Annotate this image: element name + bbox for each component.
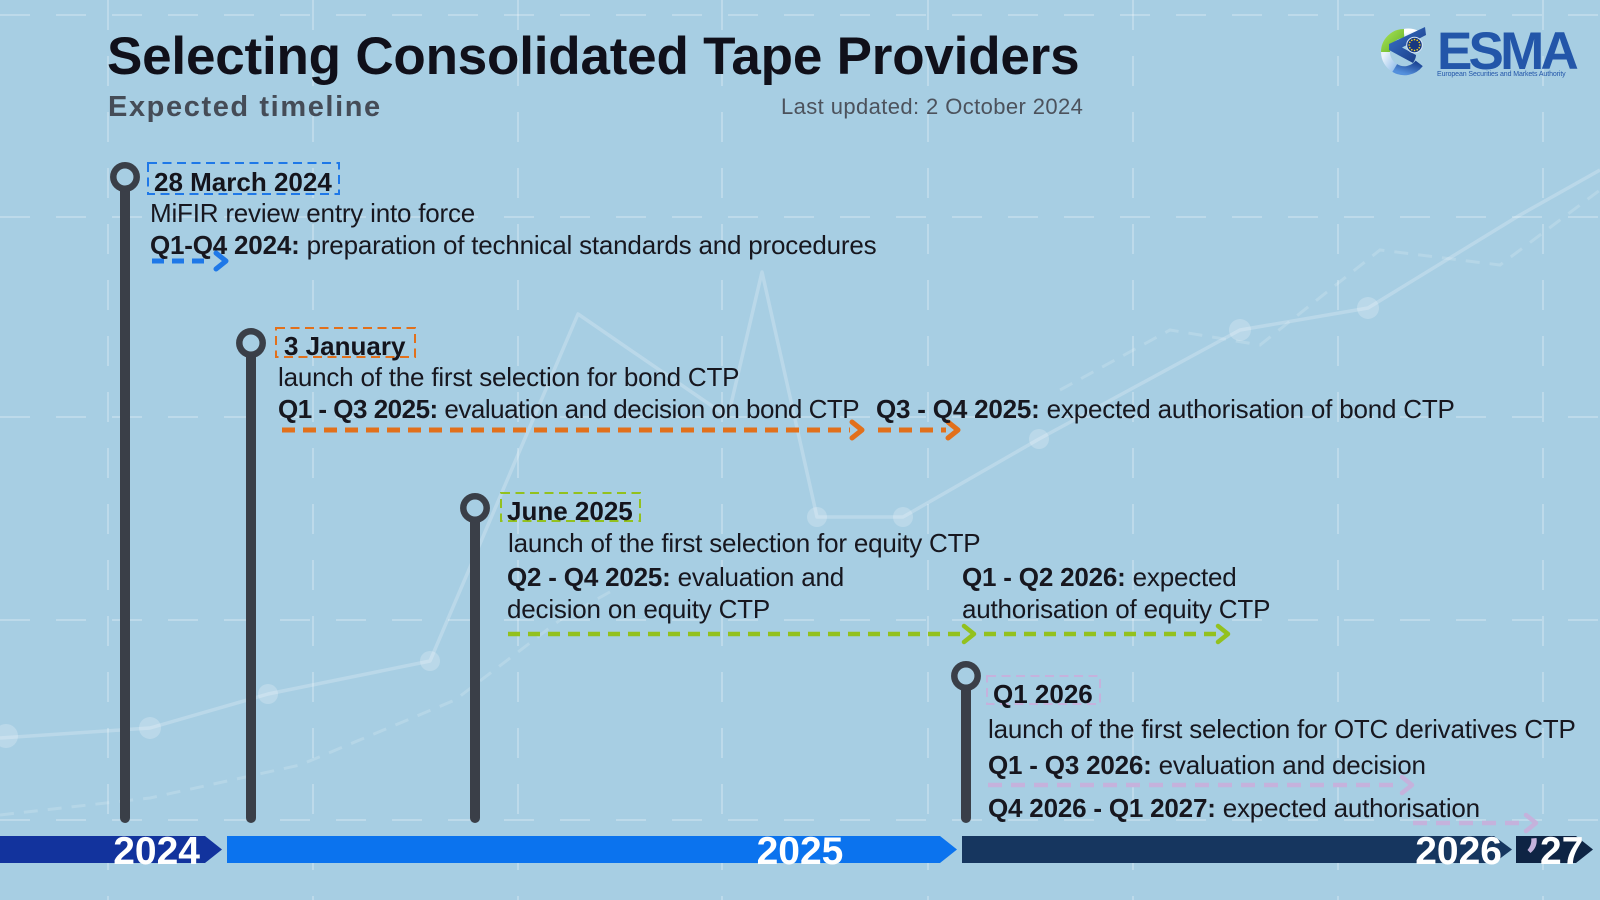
svg-text:European Securities and Market: European Securities and Markets Authorit… [1437, 71, 1566, 78]
svg-text:2026: 2026 [1415, 830, 1502, 873]
svg-text:ESMA: ESMA [1437, 22, 1577, 81]
svg-text:2024: 2024 [113, 830, 200, 873]
svg-text:27: 27 [1540, 830, 1583, 873]
svg-text:2025: 2025 [757, 830, 844, 873]
